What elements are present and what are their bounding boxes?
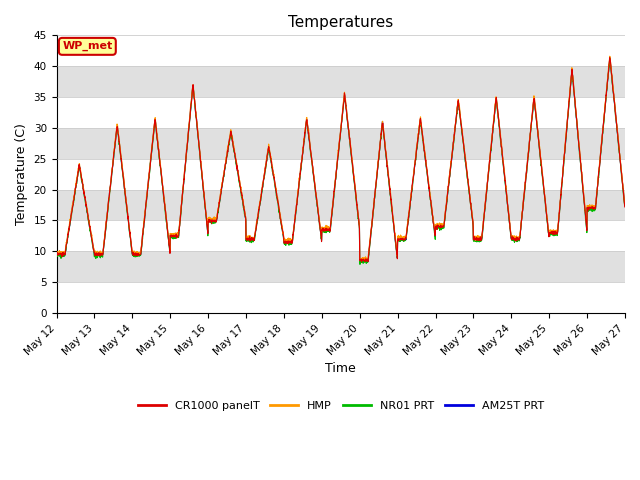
Bar xyxy=(56,252,625,282)
Bar xyxy=(56,128,625,159)
Bar xyxy=(56,97,625,128)
Bar xyxy=(56,159,625,190)
Bar xyxy=(56,66,625,97)
Legend: CR1000 panelT, HMP, NR01 PRT, AM25T PRT: CR1000 panelT, HMP, NR01 PRT, AM25T PRT xyxy=(134,396,548,415)
Title: Temperatures: Temperatures xyxy=(288,15,394,30)
Y-axis label: Temperature (C): Temperature (C) xyxy=(15,123,28,225)
Bar xyxy=(56,220,625,252)
Bar xyxy=(56,282,625,313)
X-axis label: Time: Time xyxy=(325,362,356,375)
Bar xyxy=(56,190,625,220)
Bar xyxy=(56,36,625,66)
Text: WP_met: WP_met xyxy=(62,41,113,51)
